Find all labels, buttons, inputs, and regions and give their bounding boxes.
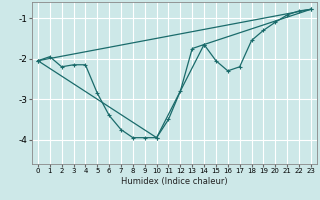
X-axis label: Humidex (Indice chaleur): Humidex (Indice chaleur): [121, 177, 228, 186]
